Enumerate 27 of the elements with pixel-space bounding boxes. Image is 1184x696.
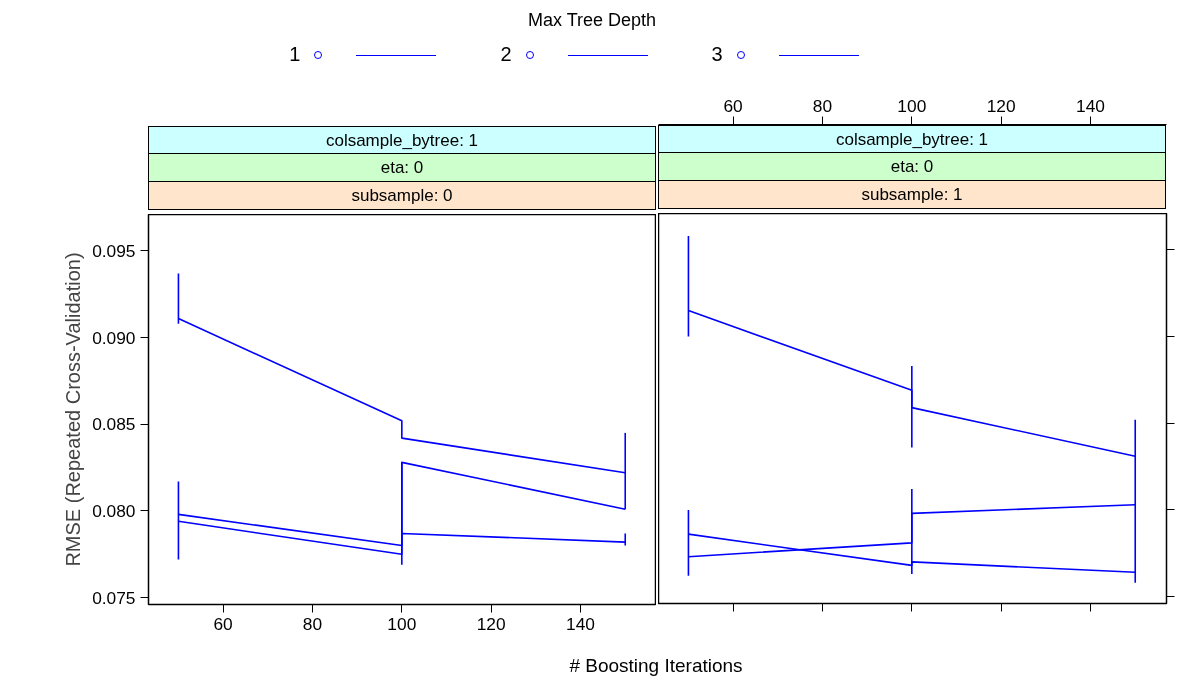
y-tick-label: 0.075 [92, 587, 136, 608]
y-tick-label: 0.085 [92, 414, 136, 435]
x-tick-label: 120 [476, 613, 506, 634]
x-tick-label: 80 [812, 95, 833, 116]
y-tick-label: 0.095 [92, 240, 136, 261]
text: colsample_bytree: 1 [658, 125, 1166, 153]
legend-title: Max Tree Depth [526, 9, 658, 32]
y-tick-label: 0.090 [92, 327, 136, 348]
legend-label: 2 [500, 42, 512, 65]
x-tick-label: 140 [1076, 95, 1106, 116]
y-axis-title: RMSE (Repeated Cross-Validation) [62, 252, 85, 567]
x-tick-label: 100 [387, 613, 417, 634]
x-tick-label: 120 [986, 95, 1016, 116]
legend-label: 3 [711, 42, 723, 65]
x-tick-label: 60 [723, 95, 743, 116]
x-tick-label: 80 [302, 613, 323, 634]
x-axis-title: # Boosting Iterations [568, 654, 744, 678]
legend-label: 1 [289, 42, 301, 65]
text: colsample_bytree: 1 [148, 126, 656, 154]
y-tick-label: 0.080 [92, 500, 136, 521]
text: subsample: 0 [148, 182, 656, 210]
text: subsample: 1 [658, 181, 1166, 209]
text: eta: 0 [658, 153, 1166, 181]
x-tick-label: 60 [213, 613, 233, 634]
x-tick-label: 140 [566, 613, 596, 634]
x-tick-label: 100 [897, 95, 927, 116]
text: eta: 0 [148, 154, 656, 182]
